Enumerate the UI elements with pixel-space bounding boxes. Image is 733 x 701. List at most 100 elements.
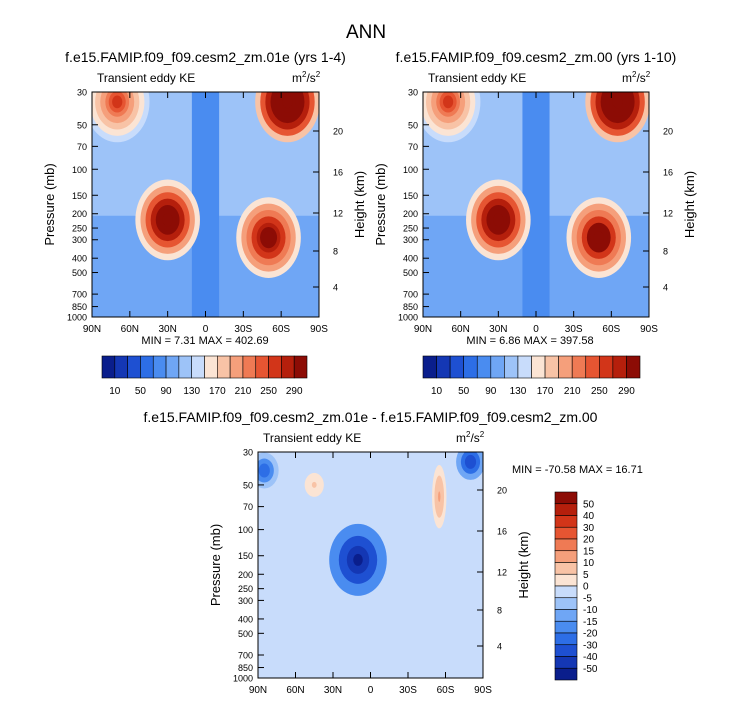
colorbar-label: 15 [583,546,595,557]
y-tick-label: 700 [238,651,253,661]
y-right-tick-label: 8 [663,247,668,257]
y-tick-label: 400 [72,254,87,264]
y-tick-label: 700 [72,290,87,300]
page-title: ANN [346,22,386,43]
y-right-tick-label: 12 [333,209,343,219]
y-axis-label: Pressure (mb) [42,163,57,245]
colorbar-box [571,355,587,379]
colorbar-box [217,355,231,379]
colorbar-box [101,355,116,379]
y-axis-label: Pressure (mb) [373,163,388,245]
x-tick-label: 0 [203,324,209,335]
panel-subtitle: Transient eddy KE [97,71,195,85]
y-tick-label: 1000 [233,674,253,684]
units-label: m2/s2 [292,70,321,85]
contour-feature-1 [263,231,274,244]
y-right-tick-label: 16 [497,527,507,537]
y-tick-label: 300 [72,235,87,245]
colorbar-box [554,632,578,646]
colorbar-label: 20 [583,535,595,546]
y-tick-label: 400 [238,614,253,624]
colorbar-label: -15 [583,617,598,628]
colorbar-box [178,355,192,379]
contour-field [92,92,319,317]
colorbar-label: 50 [458,386,470,397]
colorbar-box [554,515,578,528]
colorbar-box [476,355,492,379]
y-right-tick-label: 12 [497,568,507,578]
y-tick-label: 1000 [398,313,418,323]
y-tick-label: 400 [403,254,418,264]
colorbar-box [229,355,244,379]
y-tick-label: 100 [238,525,253,535]
colorbar-box [612,355,627,379]
contour-feature-1 [468,458,473,465]
colorbar-box [554,550,578,563]
colorbar-label: -50 [583,664,598,675]
colorbar-box [152,355,167,379]
y-tick-label: 200 [403,209,418,219]
x-tick-label: 30N [324,685,342,696]
y-tick-label: 850 [403,302,418,312]
colorbar-label: 0 [583,582,589,593]
y-tick-label: 150 [72,191,87,201]
y-tick-label: 700 [403,290,418,300]
y-tick-label: 70 [77,142,87,152]
colorbar-label: 250 [260,386,277,397]
x-tick-label: 0 [368,685,374,696]
colorbar-box [255,355,269,379]
y-tick-label: 200 [238,570,253,580]
colorbar-box [127,355,141,379]
colorbar-box [191,355,205,379]
units-label: m2/s2 [456,430,485,445]
y-right-axis-label: Height (km) [682,171,697,238]
y-tick-label: 150 [403,191,418,201]
colorbar-box [554,656,578,669]
y-axis-label: Pressure (mb) [208,524,223,606]
y-tick-label: 500 [238,629,253,639]
colorbar-label: -5 [583,593,592,604]
colorbar-box [554,526,578,540]
contour-feature-2 [261,467,267,474]
y-tick-label: 30 [243,448,253,458]
colorbar-box [504,355,519,379]
x-tick-label: 60N [451,324,469,335]
colorbar-box [554,620,578,634]
colorbar-label: 90 [485,386,497,397]
colorbar-label: 40 [583,511,595,522]
y-right-axis-label: Height (km) [352,171,367,238]
y-right-tick-label: 12 [663,209,673,219]
colorbar-box [436,355,451,379]
y-tick-label: 50 [77,120,87,130]
panel-0: f.e15.FAMIP.f09_f09.cesm2_zm.01e (yrs 1-… [42,49,367,397]
colorbar: 10 50 90 130 170 210 250 290 [422,355,641,397]
x-tick-label: 60S [602,324,620,335]
x-tick-label: 60S [437,685,455,696]
colorbar-label: 290 [286,386,303,397]
y-tick-label: 200 [72,209,87,219]
x-tick-label: 90S [310,324,328,335]
colorbar-box [554,644,578,657]
x-tick-label: 90N [83,324,101,335]
panel-title: f.e15.FAMIP.f09_f09.cesm2_zm.01e (yrs 1-… [65,49,346,65]
y-right-tick-label: 16 [663,168,673,178]
y-right-tick-label: 20 [497,486,507,496]
colorbar-label: 50 [583,499,595,510]
colorbar-box [554,667,578,681]
y-tick-label: 250 [238,584,253,594]
y-right-tick-label: 8 [333,247,338,257]
contour-feature-1 [593,231,604,244]
y-tick-label: 300 [403,235,418,245]
contour-field [258,452,483,678]
colorbar-box [531,355,546,379]
panel-subtitle: Transient eddy KE [428,71,526,85]
panel-2: f.e15.FAMIP.f09_f09.cesm2_zm.01e - f.e15… [144,409,643,696]
panel-title: f.e15.FAMIP.f09_f09.cesm2_zm.01e - f.e15… [144,409,598,425]
colorbar-label: -20 [583,629,598,640]
colorbar-box [422,355,437,379]
colorbar-box [554,609,578,622]
colorbar-box [626,355,641,379]
contour-feature-0 [493,213,504,227]
colorbar-box [585,355,600,379]
